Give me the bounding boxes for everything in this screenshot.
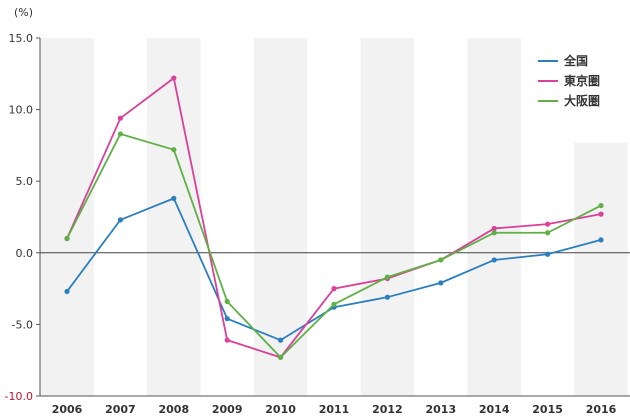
- data-point: [278, 354, 284, 360]
- data-point: [545, 251, 551, 257]
- data-point: [64, 235, 70, 242]
- data-point: [171, 147, 177, 153]
- x-tick-label: 2006: [52, 403, 83, 416]
- data-point: [224, 298, 230, 305]
- x-tick-label: 2016: [586, 403, 617, 416]
- x-tick-label: 2012: [372, 403, 403, 416]
- x-tick-label: 2008: [158, 403, 189, 416]
- data-point: [171, 195, 177, 201]
- legend-label: 東京圏: [564, 73, 600, 88]
- data-point: [491, 257, 497, 263]
- data-point: [384, 274, 390, 280]
- data-point: [117, 115, 123, 121]
- data-point: [117, 131, 123, 137]
- legend-label: 全国: [563, 53, 588, 68]
- x-tick-label: 2013: [425, 403, 456, 416]
- data-point: [545, 221, 551, 227]
- band-2014: [467, 38, 521, 396]
- y-axis-unit-label: (%): [14, 6, 33, 19]
- data-point: [64, 288, 70, 295]
- axes: 15.0 10.0 5.0 0.0 -5.0 -10.0 2006 2007 2008 2009 2…: [5, 32, 630, 416]
- data-point: [598, 202, 604, 209]
- band-2006: [40, 38, 94, 396]
- band-2016: [574, 142, 628, 396]
- y-tick-label: -10.0: [5, 390, 33, 403]
- data-point: [171, 75, 177, 81]
- alternating-bands: [40, 38, 628, 396]
- data-point: [224, 337, 230, 343]
- legend-label: 大阪圏: [564, 93, 600, 108]
- band-2008: [147, 38, 201, 396]
- data-point: [278, 337, 284, 343]
- data-point: [224, 316, 230, 322]
- x-tick-label: 2014: [479, 403, 510, 416]
- y-tick-label: 5.0: [16, 175, 34, 188]
- data-point: [117, 217, 123, 223]
- data-point: [598, 211, 604, 217]
- band-2012: [360, 38, 415, 396]
- x-tick-label: 2010: [265, 403, 296, 416]
- y-tick-label: -5.0: [12, 318, 33, 331]
- data-point: [438, 280, 444, 286]
- x-tick-label: 2011: [319, 403, 350, 416]
- data-point: [491, 225, 497, 232]
- data-point: [384, 294, 390, 300]
- data-point: [545, 230, 551, 236]
- y-tick-label: 10.0: [9, 104, 34, 117]
- y-tick-label: 0.0: [16, 247, 34, 260]
- series-lines: [64, 75, 604, 360]
- x-tick-label: 2015: [532, 403, 563, 416]
- data-point: [491, 230, 497, 236]
- x-tick-label: 2009: [212, 403, 243, 416]
- data-point: [331, 301, 337, 307]
- data-point: [598, 237, 604, 243]
- x-tick-label: 2007: [105, 403, 136, 416]
- data-point: [331, 286, 337, 292]
- y-tick-label: 15.0: [9, 32, 34, 45]
- band-2010: [253, 38, 308, 396]
- data-point: [438, 257, 444, 263]
